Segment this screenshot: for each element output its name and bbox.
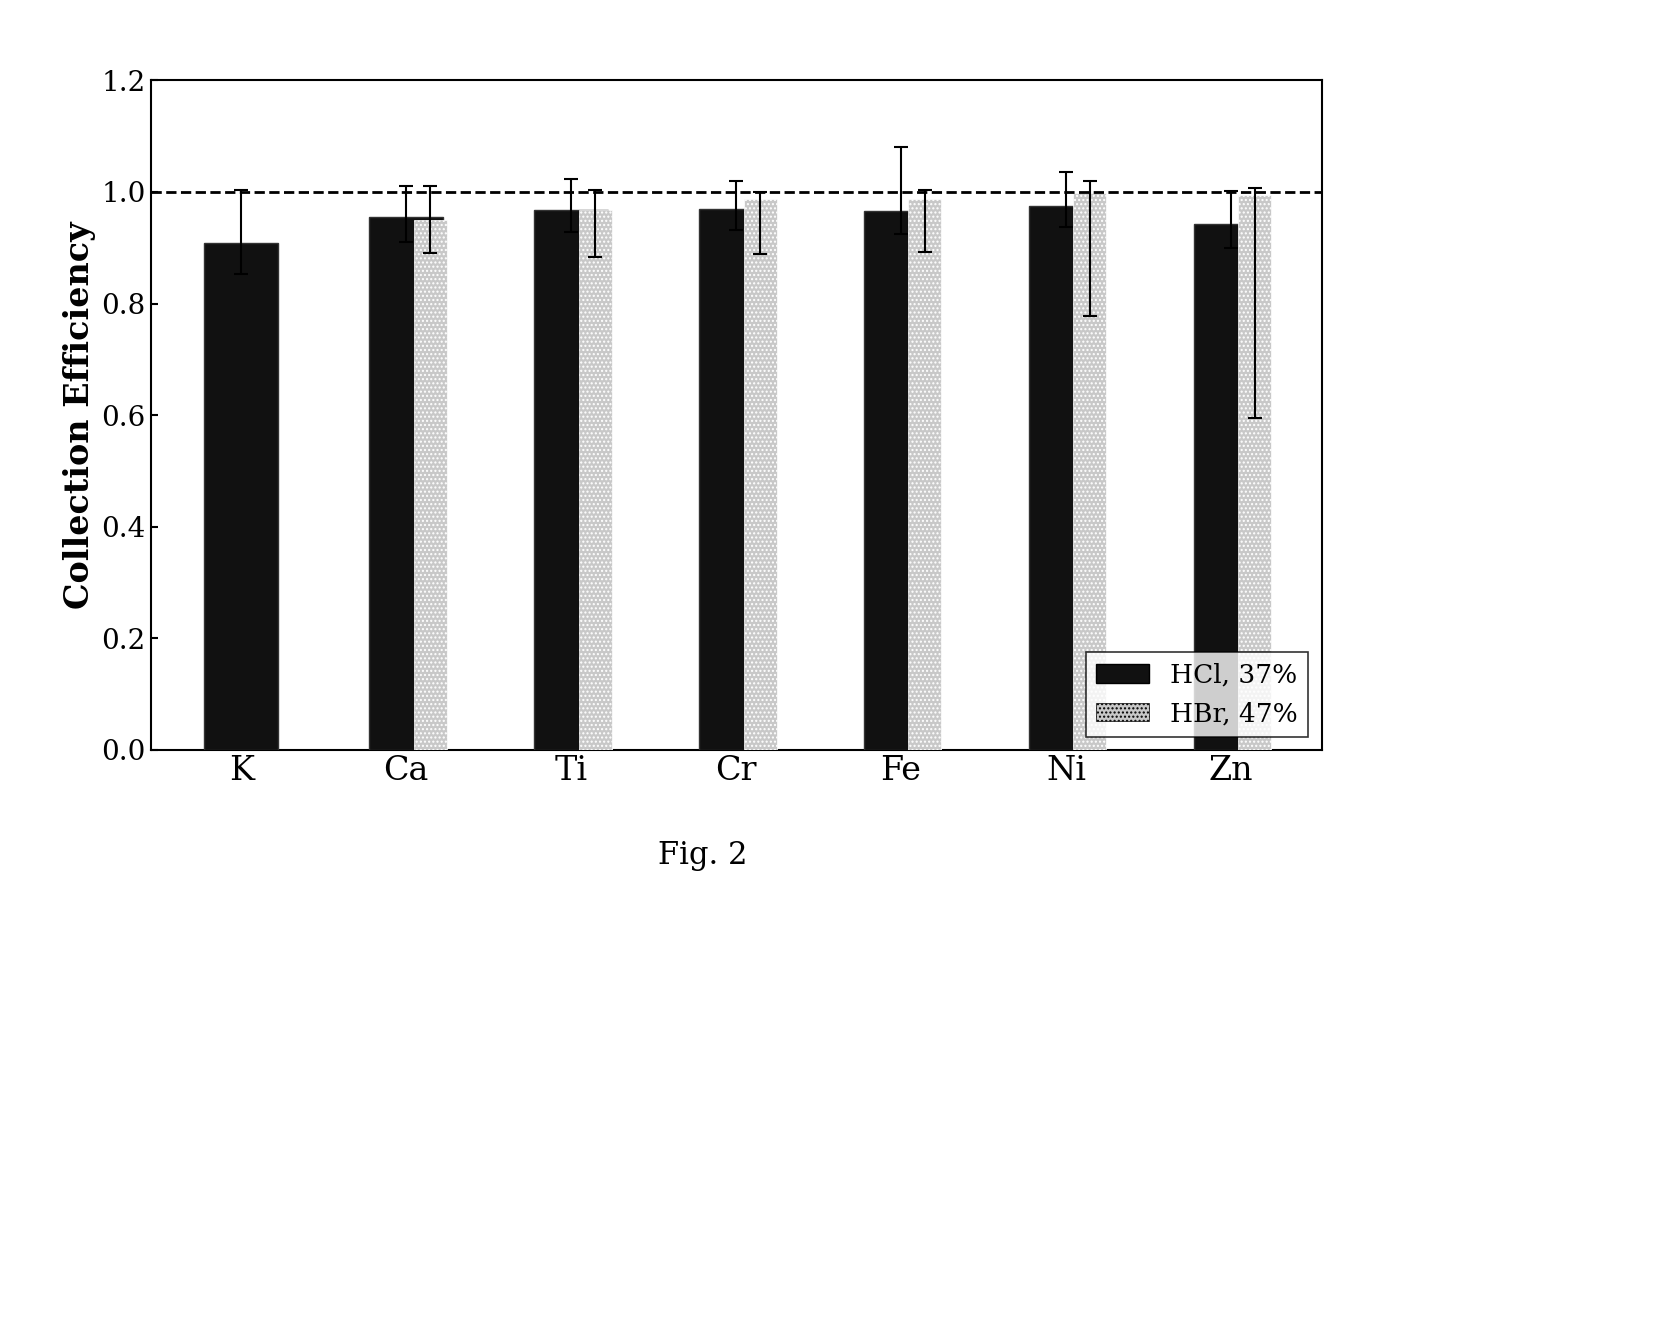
Bar	[1195, 225, 1268, 750]
Bar	[908, 198, 942, 750]
Bar	[534, 210, 609, 750]
Bar	[413, 220, 447, 750]
Text: Fig. 2: Fig. 2	[657, 840, 748, 870]
Bar	[370, 217, 443, 750]
Y-axis label: Collection Efficiency: Collection Efficiency	[64, 221, 95, 609]
Bar	[743, 198, 776, 750]
Bar	[204, 244, 278, 750]
Bar	[579, 210, 612, 750]
Bar	[1238, 194, 1271, 750]
Bar	[863, 212, 939, 750]
Bar	[1029, 206, 1103, 750]
Bar	[699, 209, 773, 750]
Legend: HCl, 37%, HBr, 47%: HCl, 37%, HBr, 47%	[1086, 652, 1308, 736]
Bar	[1074, 193, 1106, 750]
